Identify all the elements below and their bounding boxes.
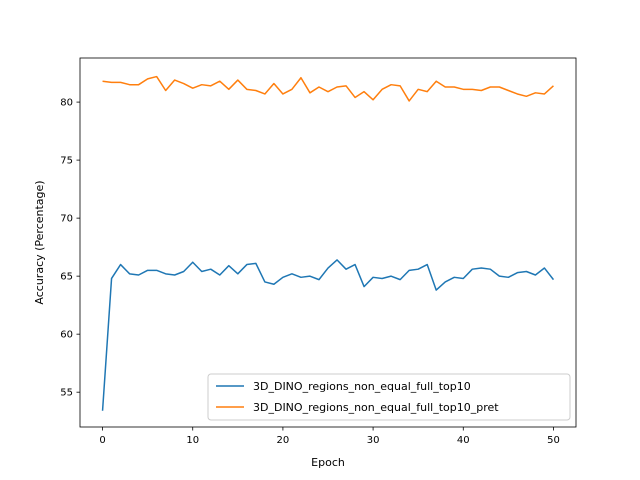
- y-tick-label: 65: [60, 272, 73, 283]
- series-line-2: [102, 75, 554, 102]
- x-tick-label: 10: [186, 435, 199, 446]
- y-axis-label: Accuracy (Percentage): [33, 180, 46, 304]
- x-tick-label: 30: [367, 435, 380, 446]
- legend: 3D_DINO_regions_non_equal_full_top10 3D_…: [207, 373, 571, 421]
- x-axis-ticks: 0 10 20 30 40 50: [99, 427, 560, 446]
- legend-box: [207, 373, 571, 421]
- x-tick-label: 0: [99, 435, 105, 446]
- plot-frame: [79, 57, 577, 428]
- legend-label-series-1: 3D_DINO_regions_non_equal_full_top10: [253, 380, 471, 393]
- legend-label-series-2: 3D_DINO_regions_non_equal_full_top10_pre…: [253, 401, 499, 414]
- y-tick-label: 55: [60, 388, 73, 399]
- y-axis-ticks: 55 60 65 70 75 80: [60, 98, 80, 399]
- y-tick-label: 80: [60, 98, 73, 109]
- x-axis-label: Epoch: [311, 456, 345, 469]
- y-tick-label: 60: [60, 330, 73, 341]
- y-tick-label: 75: [60, 156, 73, 167]
- x-tick-label: 40: [457, 435, 470, 446]
- series-line-1: [101, 259, 555, 411]
- plot-lines: [101, 75, 555, 411]
- x-tick-label: 20: [277, 435, 290, 446]
- x-tick-label: 50: [547, 435, 560, 446]
- y-tick-label: 70: [60, 214, 73, 225]
